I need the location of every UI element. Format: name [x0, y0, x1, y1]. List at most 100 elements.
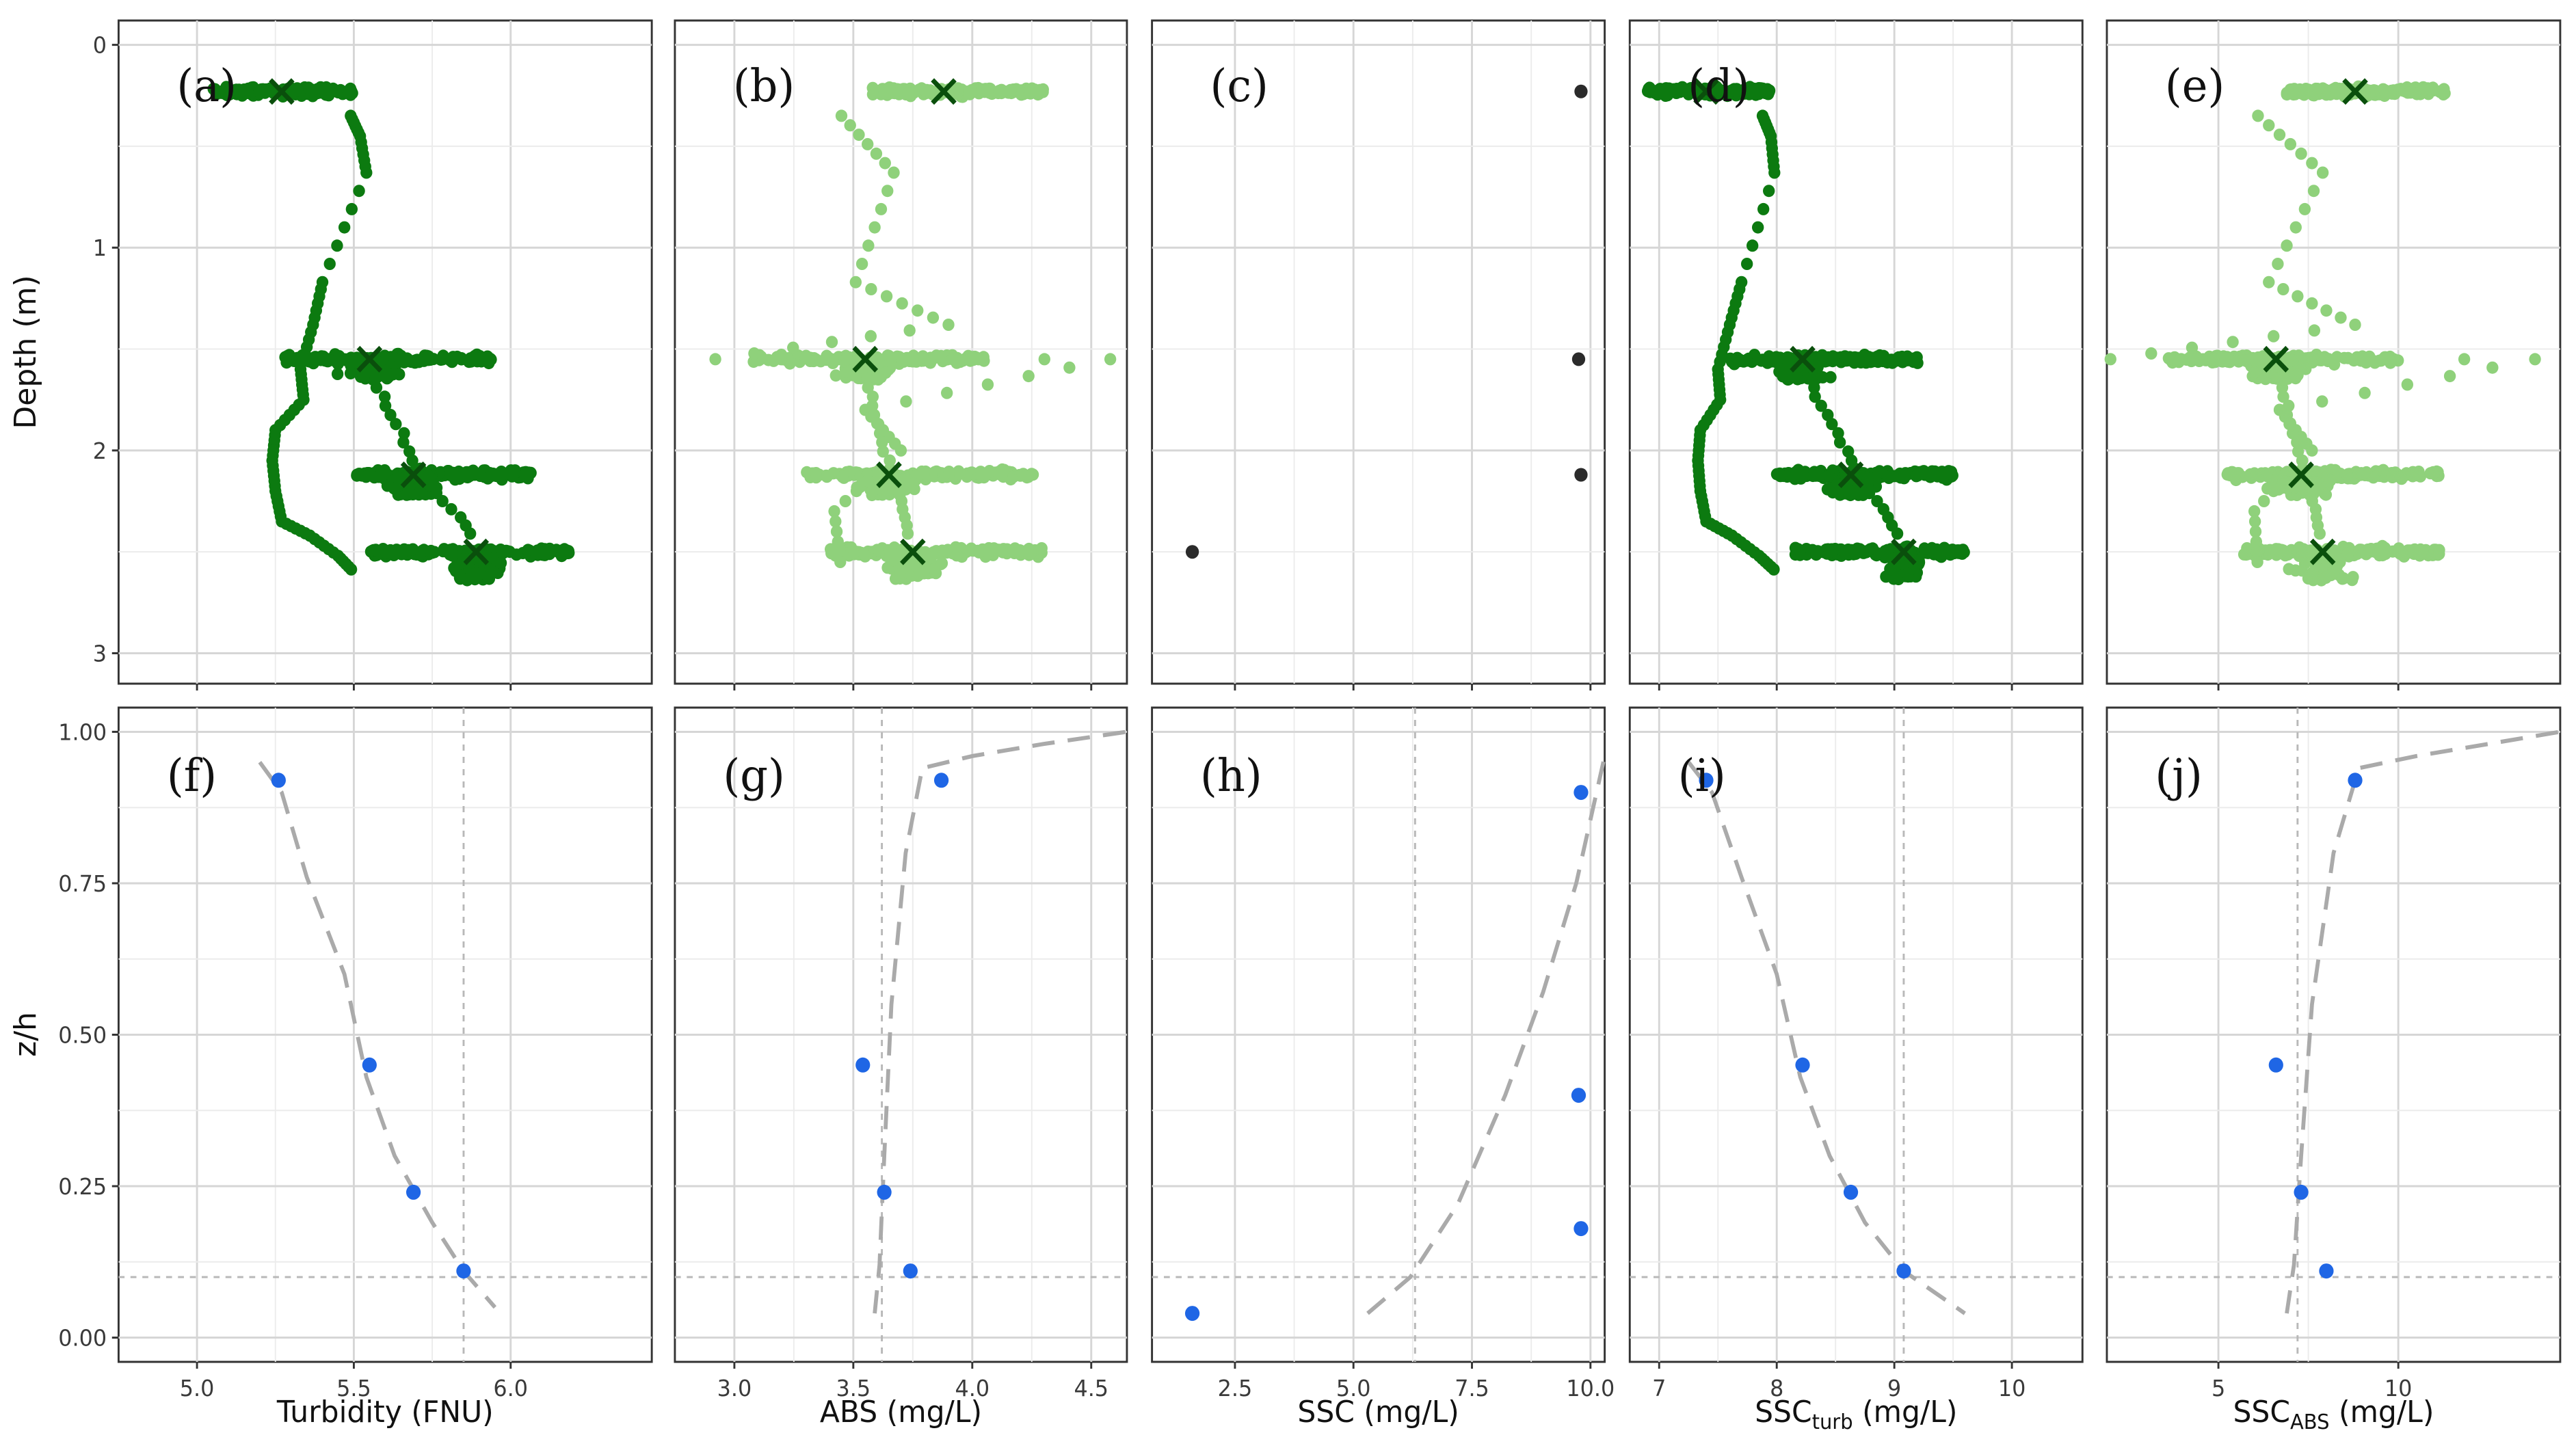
data-point: [494, 557, 507, 569]
data-point: [2259, 373, 2272, 386]
x-tick-label: 3.5: [836, 1375, 871, 1402]
data-point: [1843, 1184, 1859, 1200]
fit-curve: [2285, 729, 2561, 1314]
data-point: [231, 85, 243, 98]
x-tick-label: 4.5: [1074, 1375, 1108, 1402]
data-point: [2175, 353, 2188, 366]
data-point: [866, 399, 879, 412]
data-point: [2341, 548, 2354, 561]
data-point: [2291, 436, 2303, 448]
data-point: [1894, 471, 1907, 484]
data-point: [2221, 352, 2233, 365]
x-axis-title-main: SSC: [1755, 1395, 1812, 1430]
data-point: [861, 372, 873, 385]
data-point: [471, 353, 484, 365]
data-point: [840, 353, 853, 366]
y-axis-title-depth: Depth (m): [8, 275, 43, 429]
data-point: [1022, 370, 1035, 383]
data-point: [825, 336, 838, 349]
data-point: [2248, 505, 2261, 518]
data-point: [862, 381, 874, 394]
data-point: [1730, 85, 1742, 98]
fit-curve: [873, 729, 1128, 1314]
data-point: [972, 353, 985, 366]
data-point: [2348, 773, 2363, 788]
zh-panel-4: 7 8 9 10 (i) SSCturb (mg/L): [1628, 706, 2084, 1434]
data-point: [865, 283, 877, 295]
mean-marker: [356, 345, 383, 373]
data-point: [1809, 390, 1821, 403]
data-point: [2270, 543, 2283, 556]
data-point: [1902, 567, 1914, 580]
zh-panel-1: 5.0 5.5 6.0 0.00 0.25 0.50 0.75 1.00 (f) Turbidit…: [58, 706, 653, 1430]
data-point: [422, 350, 435, 363]
data-point: [2316, 166, 2329, 179]
data-point: [870, 147, 883, 160]
data-point: [925, 551, 938, 564]
data-point: [840, 365, 852, 378]
data-point: [412, 488, 425, 501]
data-point: [2315, 574, 2328, 587]
data-point: [1866, 542, 1879, 555]
x-axis-title-unit: (mg/L): [2330, 1395, 2434, 1430]
mean-marker: [1790, 345, 1816, 373]
data-point: [1660, 83, 1673, 96]
data-point: [2316, 353, 2329, 366]
data-point: [2162, 352, 2175, 365]
data-point: [1871, 495, 1883, 507]
data-point: [509, 464, 521, 477]
data-point: [406, 454, 419, 467]
data-point: [1816, 349, 1829, 362]
data-point: [2395, 546, 2408, 559]
data-point: [1833, 436, 1846, 448]
data-point: [884, 81, 896, 94]
x-axis-title-main: ABS (mg/L): [820, 1395, 982, 1430]
x-tick-label: 7: [1652, 1375, 1666, 1402]
data-point: [2246, 353, 2258, 366]
data-point: [1712, 83, 1725, 96]
data-point: [1768, 563, 1780, 576]
data-point: [1768, 166, 1781, 179]
data-point: [993, 85, 1005, 97]
data-point: [903, 1263, 918, 1279]
data-point: [875, 202, 888, 215]
panel-label: (g): [723, 750, 784, 802]
data-point: [2313, 527, 2326, 540]
data-point: [1856, 546, 1869, 558]
data-point: [907, 353, 919, 366]
data-point: [2379, 548, 2391, 561]
x-axis-title: SSCABS (mg/L): [2233, 1395, 2434, 1434]
data-point: [445, 502, 457, 515]
y-tick-label: 0: [93, 32, 107, 59]
data-point: [902, 87, 914, 100]
data-point: [2252, 109, 2264, 122]
data-point: [351, 469, 363, 482]
data-point: [900, 395, 912, 408]
data-point: [1844, 485, 1856, 498]
x-tick-label: 5: [2212, 1375, 2225, 1402]
data-point: [1794, 548, 1806, 561]
data-point: [868, 221, 881, 234]
data-point: [1038, 353, 1051, 366]
data-point: [994, 544, 1006, 557]
data-point: [919, 84, 932, 97]
data-point: [1791, 372, 1803, 384]
data-point: [855, 258, 868, 270]
data-point: [2272, 258, 2284, 270]
data-point: [2248, 366, 2261, 379]
depth-panel-5: (e): [2104, 19, 2562, 691]
zh-panel-5: 5 10 (j) SSCABS (mg/L): [2106, 706, 2562, 1434]
data-point: [1808, 381, 1820, 394]
data-point: [954, 467, 966, 480]
x-axis-title-unit: (mg/L): [1853, 1395, 1958, 1430]
data-point: [1185, 545, 1199, 559]
data-point: [253, 85, 265, 98]
data-point: [887, 554, 900, 567]
data-point: [799, 351, 812, 364]
data-point: [952, 82, 964, 95]
data-point: [844, 119, 856, 132]
data-point: [2316, 395, 2328, 408]
data-point: [1884, 470, 1897, 483]
data-point: [411, 353, 423, 366]
